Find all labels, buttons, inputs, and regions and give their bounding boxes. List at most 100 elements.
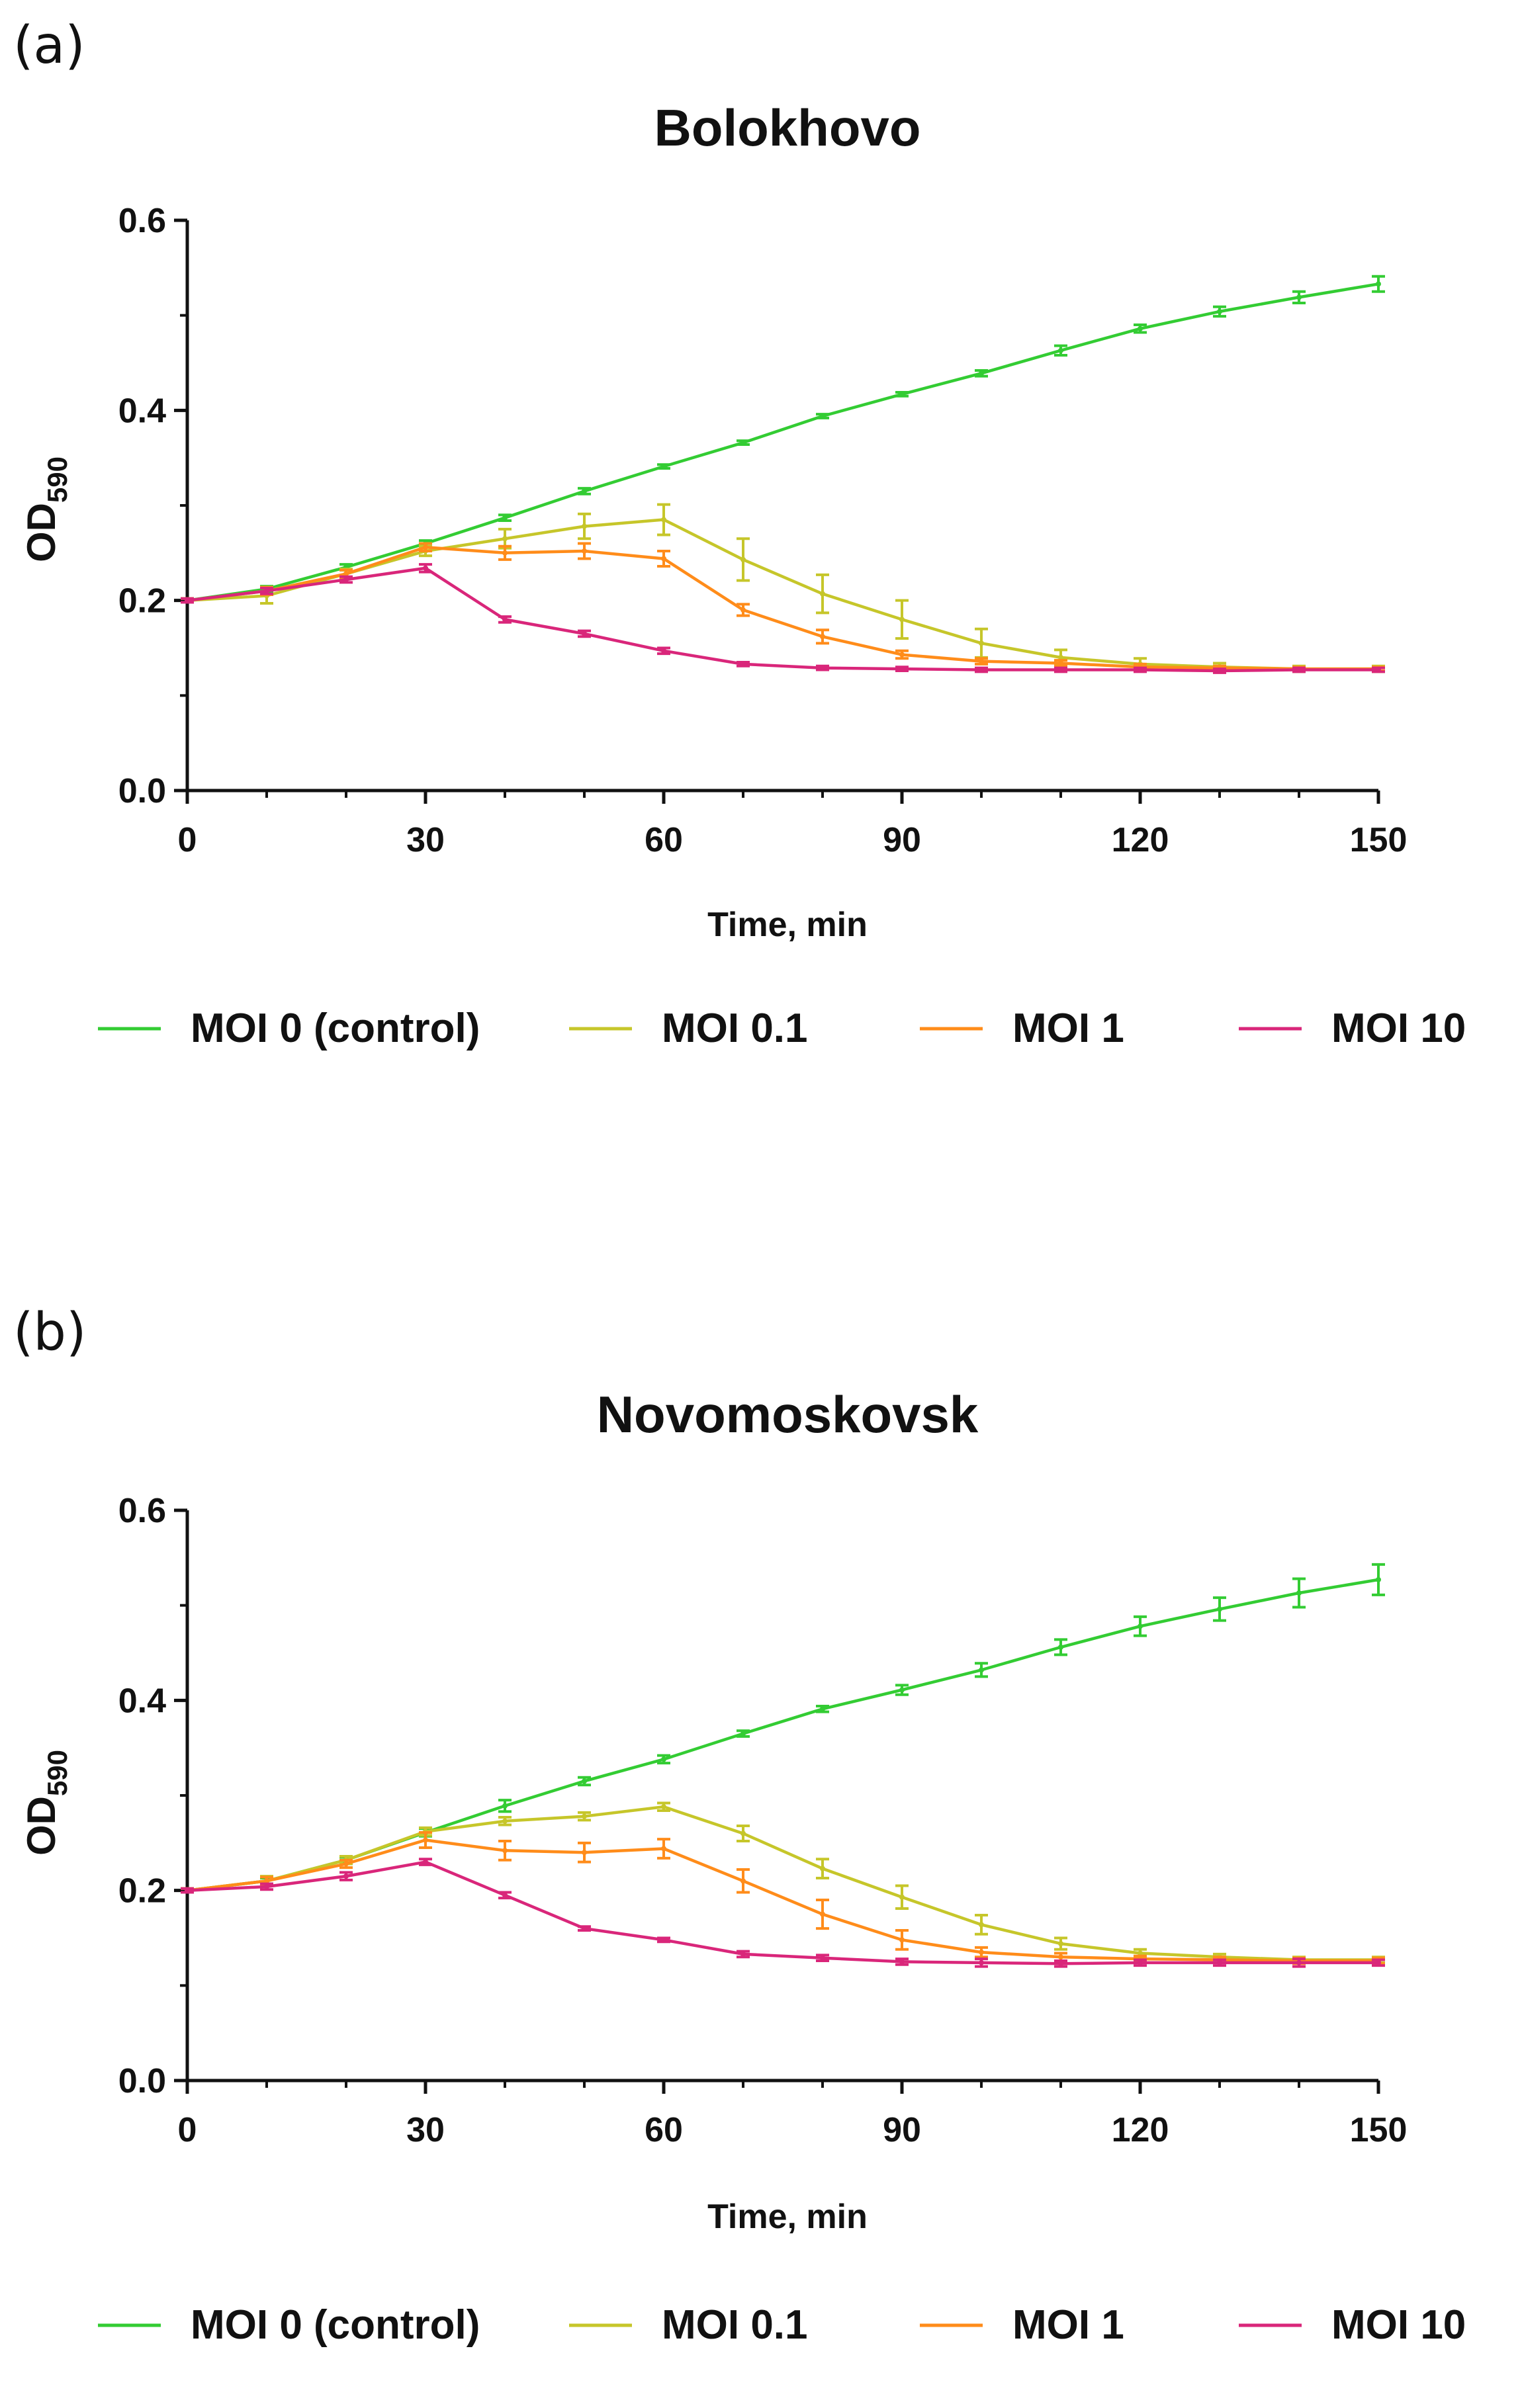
data-point xyxy=(1058,1941,1063,1947)
legend-label: MOI 10 xyxy=(1331,1006,1466,1051)
data-point xyxy=(343,1873,349,1879)
y-axis-label: OD590 xyxy=(19,1750,73,1856)
series-line xyxy=(187,518,1378,671)
series-line xyxy=(187,1838,1378,1963)
x-axis-label: Time, min xyxy=(707,906,868,944)
data-point xyxy=(899,652,905,658)
data-point xyxy=(343,577,349,583)
axes: 0.0 0.2 0.4 0.6 0 30 60 90 120 150 xyxy=(118,202,1408,859)
data-point xyxy=(820,413,825,419)
data-point xyxy=(423,1837,428,1843)
chart-title: Bolokhovo xyxy=(654,99,921,157)
legend-label: MOI 0 (control) xyxy=(191,2302,480,2348)
data-point xyxy=(1138,1950,1143,1956)
data-point xyxy=(740,607,746,613)
data-point xyxy=(1296,667,1302,673)
y-tick-label: 0.0 xyxy=(118,2062,166,2100)
legend-label: MOI 0.1 xyxy=(662,1006,808,1051)
x-tick-label: 90 xyxy=(883,2111,921,2149)
y-tick-label: 0.4 xyxy=(118,1682,166,1720)
data-point xyxy=(899,617,905,623)
legend-label: MOI 1 xyxy=(1012,2302,1124,2348)
data-point xyxy=(343,571,349,577)
legend-item: MOI 10 xyxy=(1239,1006,1466,1051)
legend-item: MOI 0 (control) xyxy=(98,1006,480,1051)
data-point xyxy=(502,1803,508,1809)
y-axis-label-subscript: 590 xyxy=(42,1750,73,1796)
data-point xyxy=(582,488,587,494)
chart-panel-b: (b) Novomoskovsk OD590 Time, min 0.00.20… xyxy=(13,1303,1466,2348)
legend-label: MOI 10 xyxy=(1331,2302,1466,2348)
series-1 xyxy=(181,1801,1385,1964)
data-point xyxy=(343,1861,349,1867)
data-point xyxy=(740,1731,746,1737)
data-point xyxy=(1376,667,1381,673)
data-point xyxy=(979,658,984,664)
data-point xyxy=(820,591,825,597)
data-point xyxy=(661,1937,666,1943)
legend-item: MOI 1 xyxy=(920,1006,1124,1051)
x-tick-label: 90 xyxy=(883,821,921,859)
data-point xyxy=(502,1848,508,1854)
data-point xyxy=(582,1813,587,1819)
data-point xyxy=(661,1846,666,1852)
data-point xyxy=(899,391,905,397)
data-point xyxy=(820,1911,825,1917)
data-point xyxy=(899,666,905,672)
legend-label: MOI 1 xyxy=(1012,1006,1124,1051)
data-point xyxy=(661,556,666,562)
data-point xyxy=(979,1922,984,1928)
data-point xyxy=(740,661,746,667)
data-point xyxy=(502,617,508,623)
y-tick-label: 0.4 xyxy=(118,392,166,430)
data-point xyxy=(502,550,508,556)
y-axis-label: OD590 xyxy=(19,456,73,562)
series-line xyxy=(187,1805,1378,1961)
data-point xyxy=(979,1950,984,1956)
data-point xyxy=(582,1926,587,1932)
x-tick-label: 0 xyxy=(178,2111,197,2149)
series-3 xyxy=(181,563,1385,674)
chart-title: Novomoskovsk xyxy=(597,1385,979,1443)
data-point xyxy=(423,544,428,550)
data-point xyxy=(1138,667,1143,673)
y-axis-label-subscript: 590 xyxy=(42,456,73,503)
data-point xyxy=(1138,1959,1143,1965)
y-tick-label: 0.6 xyxy=(118,1492,166,1530)
data-point xyxy=(185,1887,190,1893)
data-point xyxy=(820,1706,825,1712)
data-point xyxy=(661,517,666,523)
data-point xyxy=(661,648,666,654)
legend-item: MOI 0.1 xyxy=(569,1006,808,1051)
series-line xyxy=(187,282,1379,602)
data-point xyxy=(264,1883,269,1889)
data-point xyxy=(1217,667,1222,673)
data-point xyxy=(1138,325,1143,331)
data-point xyxy=(661,1804,666,1810)
data-point xyxy=(979,667,984,673)
series-line xyxy=(187,566,1378,673)
data-point xyxy=(1058,347,1063,353)
axes: 0.0 0.2 0.4 0.6 0 30 60 90 120 150 xyxy=(118,1492,1408,2149)
series-line xyxy=(187,1578,1379,1892)
x-tick-label: 0 xyxy=(178,821,197,859)
x-axis-label: Time, min xyxy=(707,2198,868,2236)
data-point xyxy=(1376,1576,1381,1582)
data-point xyxy=(740,1830,746,1836)
data-point xyxy=(820,1866,825,1871)
y-tick-label: 0.0 xyxy=(118,772,166,810)
data-point xyxy=(1058,667,1063,673)
series-0 xyxy=(181,1563,1385,1894)
data-point xyxy=(899,1937,905,1943)
x-tick-label: 60 xyxy=(645,2111,683,2149)
legend-label: MOI 0.1 xyxy=(662,2302,808,2348)
data-point xyxy=(820,1955,825,1961)
series-layer xyxy=(181,275,1385,674)
data-point xyxy=(582,630,587,636)
data-point xyxy=(582,523,587,529)
x-tick-label: 60 xyxy=(645,821,683,859)
data-point xyxy=(1058,1954,1063,1960)
y-axis-label-main: OD xyxy=(19,503,64,562)
data-point xyxy=(979,1667,984,1673)
